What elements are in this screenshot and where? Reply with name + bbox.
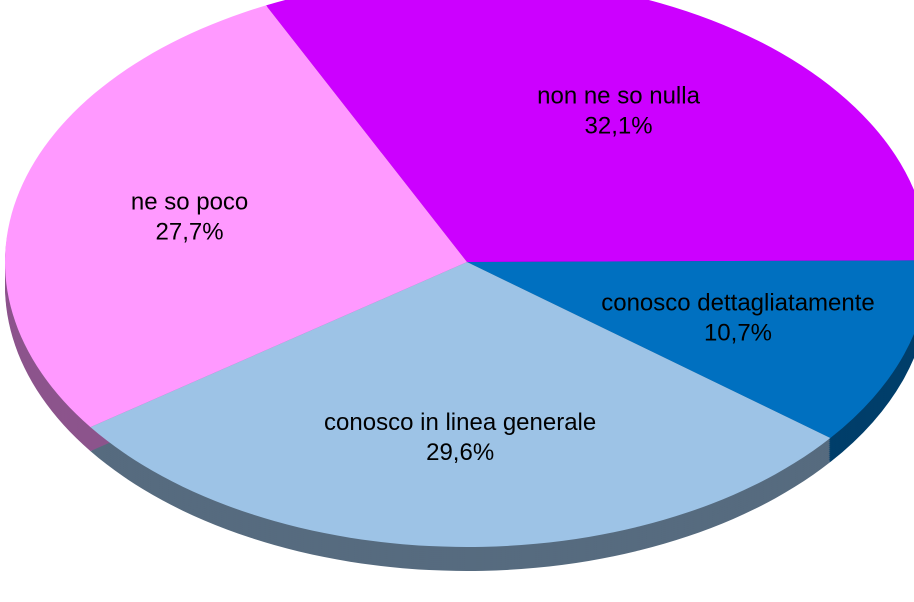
slice-value: 32,1% (585, 112, 653, 139)
slice (467, 260, 914, 439)
slice-value: 27,7% (156, 218, 224, 245)
slice-value: 10,7% (704, 320, 772, 347)
slice-label: ne so poco (131, 188, 248, 215)
slice-label: conosco dettagliatamente (601, 290, 875, 317)
slice (90, 262, 831, 547)
pie-labels: non ne so nulla 32,1% conosco dettagliatam… (131, 82, 875, 466)
slice-label: non ne so nulla (537, 82, 700, 109)
slice (4, 5, 467, 428)
pie-top (4, 0, 914, 547)
slice-value: 29,6% (426, 439, 494, 466)
slice (266, 0, 914, 262)
slice-label: conosco in linea generale (324, 409, 596, 436)
